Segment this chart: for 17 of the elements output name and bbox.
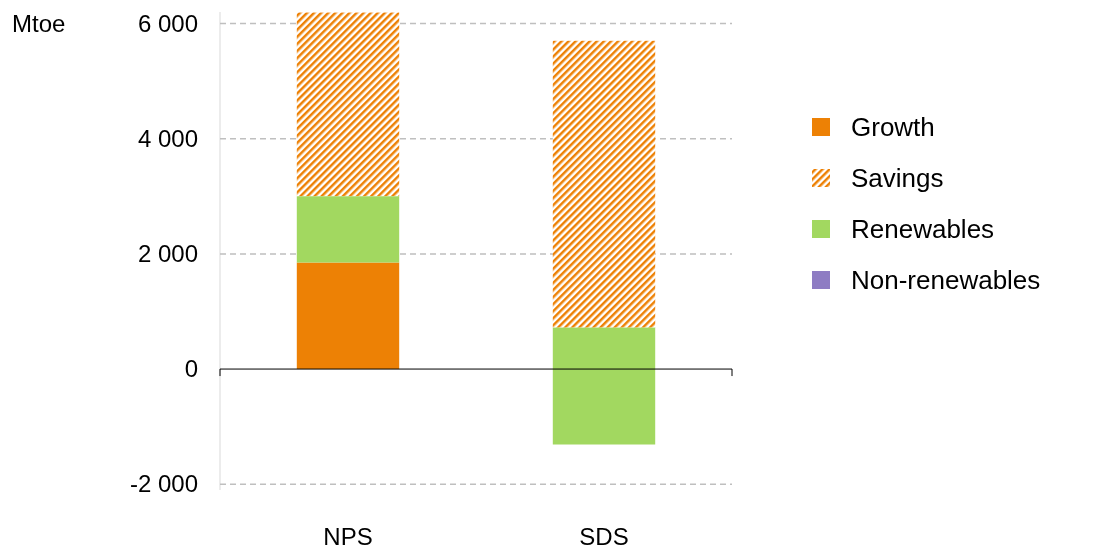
legend-label: Growth — [851, 112, 935, 142]
x-tick-label: NPS — [323, 523, 373, 551]
bar — [296, 12, 400, 197]
x-tick-label: SDS — [579, 523, 629, 551]
y-tick-label: 2 000 — [137, 240, 198, 268]
legend-label: Savings — [851, 163, 944, 193]
bar — [552, 327, 656, 445]
legend-label: Renewables — [851, 214, 995, 244]
y-tick-label: 4 000 — [137, 124, 198, 152]
y-tick-label: -2 000 — [129, 470, 198, 498]
y-tick-label: 6 000 — [137, 9, 198, 37]
bar — [552, 40, 656, 328]
y-axis-title: Mtoe — [12, 9, 66, 37]
y-tick-label: 0 — [184, 355, 198, 383]
bar — [296, 262, 400, 370]
legend-label: Non-renewables — [851, 265, 1041, 295]
bar — [296, 196, 400, 263]
